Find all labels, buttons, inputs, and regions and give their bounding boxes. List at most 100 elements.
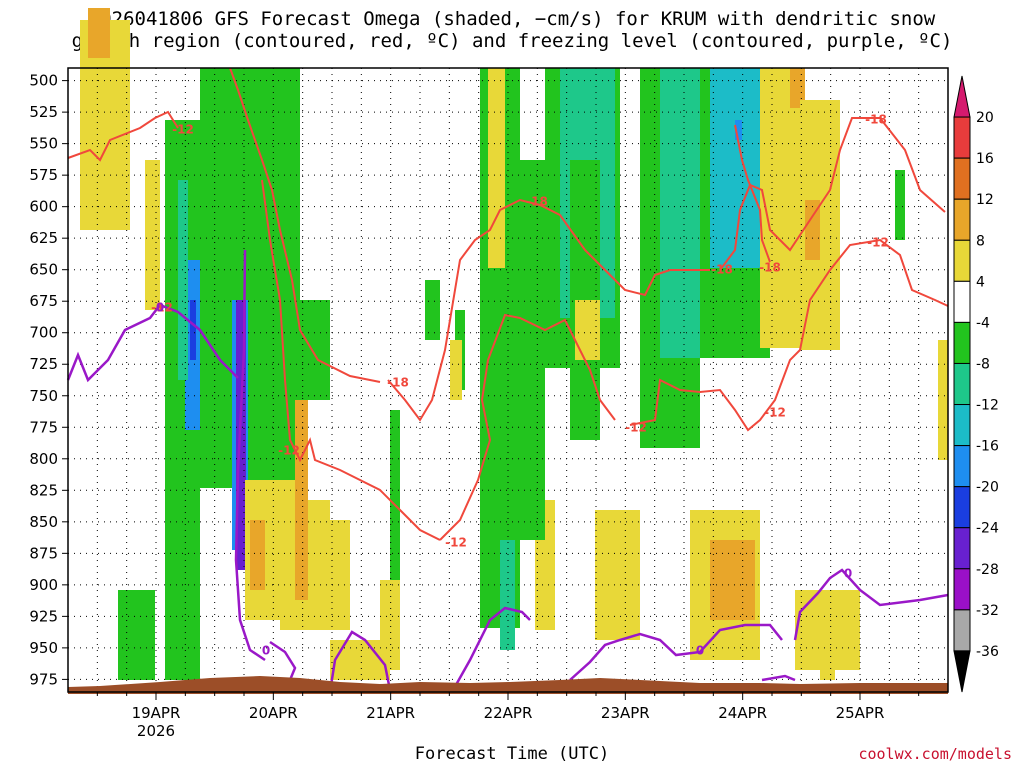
colorbar-label: -12: [976, 398, 999, 414]
omega-cell: [710, 540, 755, 620]
freezing-level-contour-line: [66, 303, 239, 383]
colorbar-swatch: [953, 198, 971, 241]
colorbar-swatch: [953, 280, 971, 323]
colorbar-swatch: [953, 362, 971, 406]
contour-label: -18: [387, 376, 409, 390]
omega-cell: [295, 400, 308, 600]
colorbar-swatch: [953, 445, 971, 488]
dgz-contour-line: [261, 179, 441, 541]
title-line-2: growth region (contoured, red, ºC) and f…: [71, 30, 953, 52]
contour-label: -12: [151, 301, 173, 315]
colorbar-swatch: [953, 321, 971, 364]
x-tick-label: 24APR: [718, 704, 767, 722]
y-tick-label: 600: [29, 198, 58, 216]
colorbar-label: 8: [976, 233, 985, 249]
omega-cell: [895, 170, 905, 240]
x-tick-label: 21APR: [366, 704, 415, 722]
omega-cell: [500, 540, 515, 650]
terrain-ground: [68, 676, 948, 694]
freezing-level-contour-line: [234, 249, 266, 662]
omega-cell: [820, 650, 835, 680]
y-tick-label: 650: [29, 261, 58, 279]
omega-cell: [938, 340, 948, 460]
colorbar-arrow-top: [953, 75, 971, 118]
omega-cell: [88, 8, 110, 58]
colorbar-label: 20: [976, 110, 994, 126]
page-title: 2026041806 GFS Forecast Omega (shaded, −…: [0, 8, 1024, 52]
contour-label: -18: [865, 113, 887, 127]
freezing-level-contour-line: [569, 623, 783, 681]
contour-label: -12: [445, 536, 467, 550]
colorbar-label: 16: [976, 151, 994, 167]
colorbar-label: -8: [976, 356, 990, 372]
omega-cell: [805, 200, 820, 260]
contour-label: 0: [844, 567, 852, 581]
y-tick-label: 700: [29, 324, 58, 342]
omega-cell: [595, 510, 640, 640]
dgz-contour-line: [719, 117, 946, 271]
omega-cell: [178, 180, 188, 380]
omega-cell: [380, 580, 400, 670]
y-tick-label: 900: [29, 576, 58, 594]
x-tick-sublabel: 2026: [137, 722, 175, 740]
terrain-layer: [68, 676, 948, 694]
dgz-contour-line: [629, 238, 949, 432]
freezing-level-contour-line: [328, 630, 392, 693]
y-tick-label: 725: [29, 355, 58, 373]
dgz-contour-line: [734, 124, 771, 263]
colorbar-swatch: [953, 486, 971, 529]
dgz-contour-line: [387, 198, 710, 422]
colorbar-label: 12: [976, 192, 994, 208]
colorbar-swatch: [953, 239, 971, 282]
source-credit: coolwx.com/models: [858, 745, 1012, 763]
y-tick-label: 950: [29, 639, 58, 657]
contour-label: -12: [172, 123, 194, 137]
grid-layer: [68, 68, 948, 692]
contour-label: 0: [262, 644, 270, 658]
x-tick-label: 20APR: [249, 704, 298, 722]
y-tick-label: 975: [29, 670, 58, 688]
y-tick-label: 825: [29, 481, 58, 499]
contour-label: -12: [764, 406, 786, 420]
y-tick-label: 675: [29, 292, 58, 310]
x-tick-label: 25APR: [836, 704, 885, 722]
dgz-contour-line: [229, 67, 381, 383]
dgz-contour-line: [439, 313, 616, 541]
colorbar-label: -32: [976, 603, 999, 619]
contour-label: -18: [711, 263, 733, 277]
freezing-level-contour-line: [793, 568, 949, 641]
x-tick-label: 23APR: [601, 704, 650, 722]
omega-cell: [425, 280, 440, 340]
contour-label: -12: [625, 421, 647, 435]
omega-cell: [290, 300, 330, 400]
omega-cell: [760, 68, 800, 348]
y-tick-label: 775: [29, 418, 58, 436]
colorbar-label: -16: [976, 439, 999, 455]
omega-cell: [710, 68, 760, 268]
colorbar-label: -4: [976, 315, 990, 331]
contour-layer: -12-18-18-12-12-12-18-12-18-12-18-120 000: [66, 67, 949, 693]
contour-label: -12: [278, 444, 300, 458]
colorbar-arrow-bottom: [953, 650, 971, 693]
colorbar-label: -24: [976, 521, 999, 537]
y-tick-label: 925: [29, 607, 58, 625]
omega-cell: [390, 410, 400, 590]
y-tick-label: 525: [29, 103, 58, 121]
colorbar-label: -28: [976, 562, 999, 578]
colorbar: 20 16 12 8 4 -4 -8 -12 -16 -20 -24 -28 -32 -36: [953, 75, 999, 693]
contour-label: 0: [156, 301, 164, 315]
freezing-level-contour-line: [450, 606, 531, 693]
omega-cell: [145, 160, 160, 310]
y-tick-label: 875: [29, 544, 58, 562]
y-tick-label: 500: [29, 72, 58, 90]
x-tick-label: 19APR: [132, 704, 181, 722]
omega-cell: [510, 160, 545, 540]
omega-cell: [735, 120, 742, 140]
y-tick-label: 550: [29, 135, 58, 153]
colorbar-swatch: [953, 609, 971, 652]
dgz-contour-line: [67, 110, 179, 162]
title-line-1: 2026041806 GFS Forecast Omega (shaded, −…: [88, 8, 936, 30]
colorbar-swatch: [953, 116, 971, 159]
colorbar-swatch: [953, 157, 971, 200]
